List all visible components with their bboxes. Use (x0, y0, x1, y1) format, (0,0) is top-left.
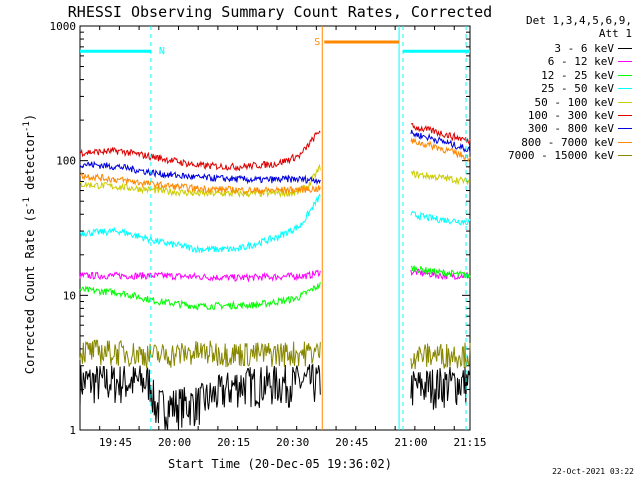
y-tick-label: 10 (63, 289, 76, 302)
series-line-7-1 (410, 137, 471, 162)
y-tick-label: 1 (69, 424, 76, 437)
y-axis-label-main: Corrected Count Rate (s (23, 208, 37, 374)
footer-date: 22-Oct-2021 03:22 (552, 467, 634, 476)
x-tick-label: 21:00 (394, 436, 427, 449)
legend-entry: 7000 - 15000 keV (508, 149, 632, 162)
legend-swatch (618, 128, 632, 130)
plot-area: 1 10 100 1000 19:45 20:00 20:15 20:30 20:45 21:00… (50, 20, 487, 449)
legend-entry: 3 - 6 keV (554, 42, 632, 55)
x-tick-label: 20:45 (335, 436, 368, 449)
legend-entry: 800 - 7000 keV (521, 136, 632, 149)
series-line-6-0 (79, 160, 321, 186)
series-line-0-0 (79, 363, 321, 431)
y-axis-label-sup2: -1 (22, 121, 32, 132)
legend-entry: 12 - 25 keV (541, 69, 632, 82)
x-tick-label: 20:00 (158, 436, 191, 449)
legend-swatch (618, 88, 632, 90)
legend-swatch (618, 155, 632, 157)
y-axis-label-sup1: -1 (22, 197, 32, 208)
legend-entry: 50 - 100 keV (535, 96, 632, 109)
legend-header-line2: Att 1 (598, 27, 632, 40)
legend-entry: 300 - 800 keV (528, 122, 632, 135)
x-tick-label: 19:45 (99, 436, 132, 449)
chart-title: RHESSI Observing Summary Count Rates, Co… (68, 3, 492, 21)
y-axis-label-end: ) (23, 114, 37, 121)
legend-entry-label: 12 - 25 keV (541, 68, 614, 82)
legend-swatch (618, 101, 632, 103)
y-axis-label-mid: detector (23, 132, 37, 197)
flag-label-1: S (314, 37, 320, 48)
legend-entry-label: 800 - 7000 keV (521, 135, 614, 149)
series-line-2-1 (410, 265, 471, 279)
series-line-8-0 (79, 339, 321, 369)
x-tick-label: 20:15 (217, 436, 250, 449)
legend-header-line1: Det 1,3,4,5,6,9, (526, 14, 632, 27)
legend-entry-label: 3 - 6 keV (554, 42, 614, 55)
series-line-1-1 (410, 268, 471, 281)
plot-frame (79, 25, 471, 431)
series-line-3-1 (410, 210, 471, 226)
series-line-4-0 (79, 163, 321, 199)
flag-label-0: N (159, 46, 165, 57)
series-line-5-1 (410, 123, 471, 146)
legend-swatch (618, 115, 632, 116)
legend-entry-label: 25 - 50 keV (541, 82, 614, 96)
legend-swatch (618, 74, 632, 76)
svg-text:Corrected Count Rate (s-1 dete: Corrected Count Rate (s-1 detector-1) (22, 114, 37, 374)
series-line-7-0 (79, 171, 321, 196)
series-line-0-1 (410, 366, 471, 410)
x-axis-label: Start Time (20-Dec-05 19:36:02) (168, 457, 392, 471)
legend-swatch (618, 48, 632, 49)
series-line-4-1 (410, 169, 471, 186)
y-axis-label: Corrected Count Rate (s-1 detector-1) (22, 114, 37, 374)
legend-swatch (618, 141, 632, 143)
series-line-6-1 (410, 129, 471, 154)
legend-header: Det 1,3,4,5,6,9, Att 1 (526, 14, 632, 40)
legend-entry-label: 6 - 12 keV (547, 55, 614, 69)
x-tick-label: 21:15 (453, 436, 486, 449)
x-tick-label: 20:30 (276, 436, 309, 449)
legend-entry: 6 - 12 keV (548, 55, 632, 68)
legend-entry-label: 300 - 800 keV (527, 122, 614, 136)
series-line-2-0 (79, 282, 321, 311)
legend-entry: 100 - 300 keV (528, 109, 632, 122)
y-tick-label: 100 (56, 155, 76, 168)
y-tick-label: 1000 (50, 20, 77, 33)
series-line-8-1 (410, 342, 471, 370)
series-line-5-0 (79, 130, 321, 172)
series-line-1-0 (79, 269, 321, 283)
legend-entry: 25 - 50 keV (541, 82, 632, 95)
legend-swatch (618, 61, 632, 63)
series-line-3-0 (79, 193, 321, 254)
legend-entry-label: 50 - 100 keV (534, 95, 614, 109)
legend-entry-label: 100 - 300 keV (527, 109, 614, 122)
legend-entry-label: 7000 - 15000 keV (508, 149, 614, 163)
